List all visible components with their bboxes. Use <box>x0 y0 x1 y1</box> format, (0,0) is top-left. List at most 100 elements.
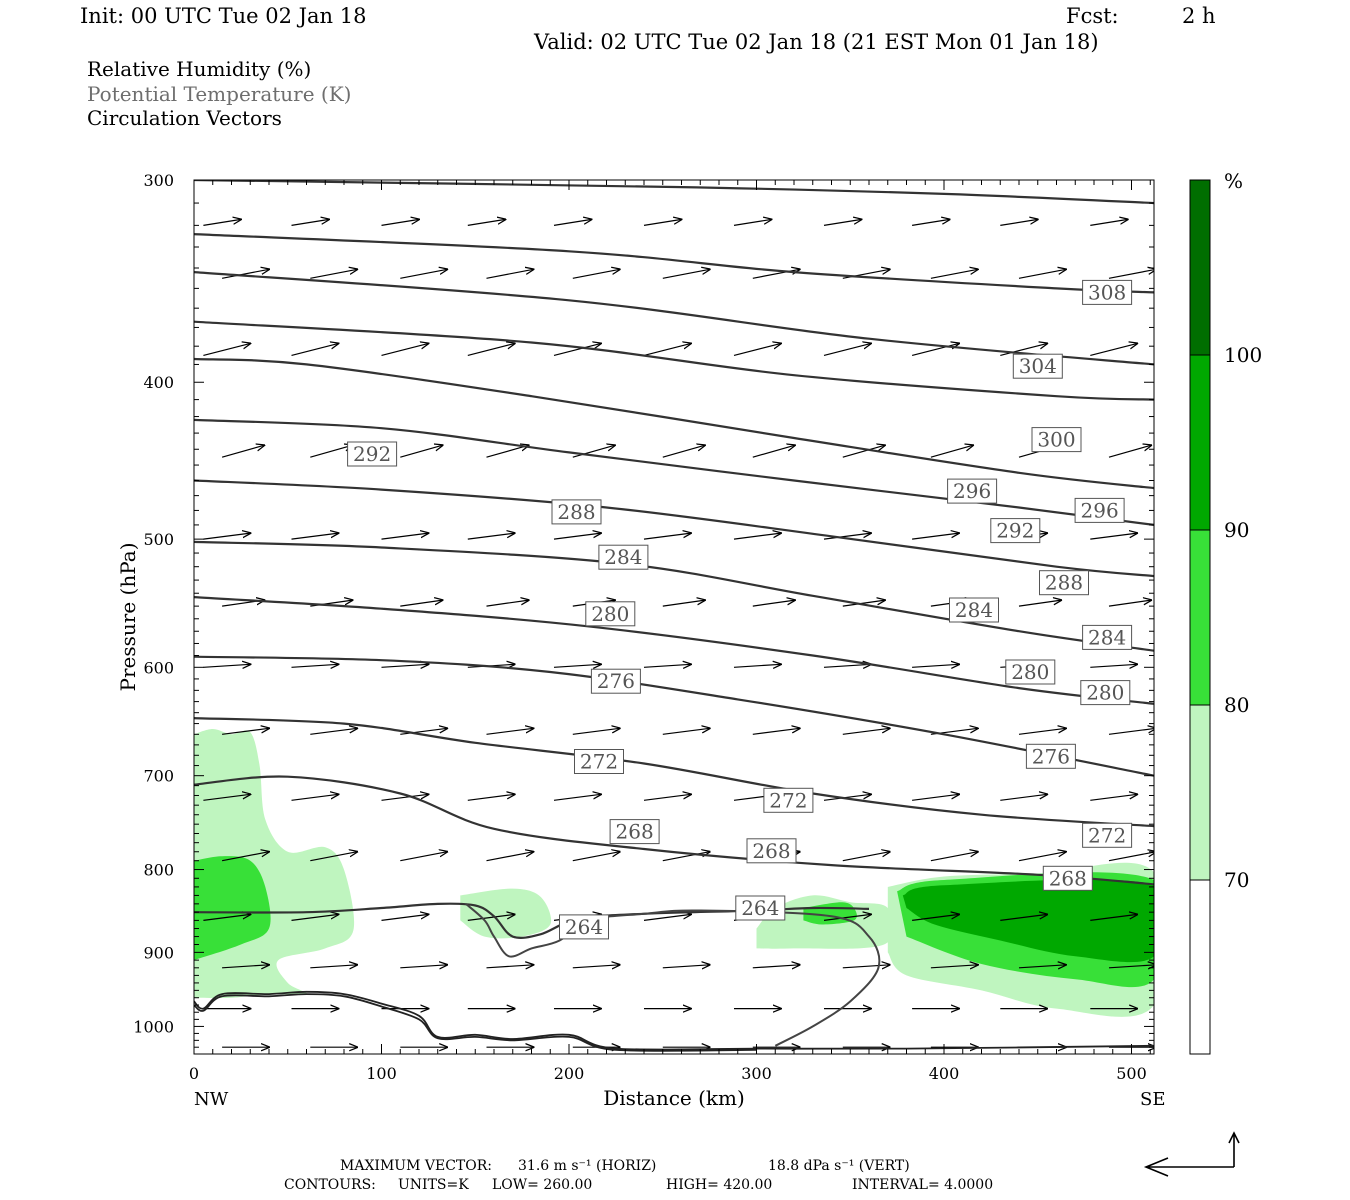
contour-label: 308 <box>1082 279 1133 305</box>
vector-arrow <box>400 445 442 458</box>
vector-arrow <box>467 794 515 801</box>
y-tick-label: 800 <box>143 861 174 880</box>
contour-label-box <box>1031 427 1082 453</box>
contour-label: 272 <box>1082 822 1133 848</box>
contour-label-box <box>1012 353 1063 379</box>
vector-arrow <box>752 965 800 968</box>
contour-label-box <box>590 668 641 694</box>
contour-label: 272 <box>763 787 814 813</box>
vector-arrow <box>572 728 620 735</box>
vector-arrow <box>222 965 269 968</box>
contour-label-text: 304 <box>1019 354 1057 378</box>
vector-arrow <box>662 269 710 279</box>
theta-contour-308 <box>194 180 1154 205</box>
contour-label-text: 268 <box>1049 866 1087 890</box>
colorbar-level-label: 90 <box>1224 518 1249 542</box>
colorbar-band-1 <box>1189 354 1211 531</box>
vector-arrow <box>486 269 534 279</box>
y-tick-label: 500 <box>143 530 174 549</box>
contour-label-box <box>1039 570 1089 596</box>
vector-arrow <box>221 852 269 862</box>
contour-label: 304 <box>1012 353 1063 379</box>
vector-arrow <box>912 219 950 226</box>
vector-arrow <box>662 965 710 968</box>
colorbar-level-label: 100 <box>1224 343 1262 367</box>
vector-arrow <box>643 914 691 921</box>
footer-max-vector-horiz: 31.6 m s⁻¹ (HORIZ) <box>518 1158 657 1174</box>
forecast-label: Fcst: <box>1066 4 1119 28</box>
reference-vector <box>1143 1131 1240 1177</box>
contour-label-box <box>746 838 797 864</box>
contour-label-box <box>735 895 786 921</box>
vector-arrow <box>291 664 339 667</box>
vector-arrow <box>291 914 339 921</box>
y-tick-label: 600 <box>143 658 174 677</box>
vector-arrow <box>291 343 339 356</box>
vector-arrow <box>310 852 357 862</box>
vector-arrow <box>203 794 250 801</box>
vector-arrow <box>930 269 978 279</box>
vector-arrow <box>912 664 959 667</box>
vector-arrow <box>643 343 691 356</box>
vector-arrow <box>553 794 601 801</box>
vector-arrow <box>1018 600 1061 607</box>
vector-arrow <box>733 343 781 356</box>
vector-arrow <box>823 664 871 667</box>
boundary-contour <box>465 903 881 1047</box>
contour-label-box <box>1082 624 1133 650</box>
theta-contour-288 <box>194 479 1154 578</box>
vector-arrow <box>1108 965 1154 968</box>
theta-contour-284 <box>194 540 1154 652</box>
vector-arrow <box>1000 794 1047 801</box>
x-tick-label: 100 <box>366 1064 397 1083</box>
y-tick-label: 300 <box>143 171 174 190</box>
contour-label-box <box>1005 659 1056 685</box>
colorbar-band-0 <box>1189 179 1211 356</box>
contour-label-box <box>559 914 609 940</box>
contour-label: 280 <box>585 601 636 627</box>
contour-label: 300 <box>1031 427 1082 453</box>
theta-contour-300 <box>194 320 1154 401</box>
reference-vector-horiz <box>1143 1157 1234 1177</box>
vector-arrow <box>1108 852 1154 862</box>
vector-arrow <box>1108 269 1154 279</box>
contour-label-text: 292 <box>996 519 1034 543</box>
vector-arrow <box>291 794 339 801</box>
colorbar-band-4 <box>1189 879 1211 1055</box>
vector-arrow <box>221 269 269 279</box>
x-tick-label: 0 <box>189 1064 199 1083</box>
vector-arrow <box>733 533 781 540</box>
vector-arrow <box>381 914 429 921</box>
vector-arrow <box>662 852 710 862</box>
vector-arrow <box>643 794 691 801</box>
vector-arrow <box>823 914 871 921</box>
footer-high: HIGH= 420.00 <box>666 1177 773 1193</box>
vector-arrow <box>1090 794 1137 801</box>
contour-label: 296 <box>947 478 998 504</box>
init-time: Init: 00 UTC Tue 02 Jan 18 <box>80 4 367 28</box>
contour-label-box <box>551 499 602 525</box>
colorbar-band-2 <box>1189 529 1211 706</box>
vector-arrow <box>486 852 534 862</box>
vector-arrow <box>1018 852 1066 862</box>
vector-arrow <box>553 343 601 356</box>
vector-arrow <box>823 343 871 356</box>
vector-arrow <box>842 728 890 735</box>
vector-arrow <box>733 664 781 667</box>
vector-arrow <box>1000 914 1047 921</box>
vector-arrow <box>842 445 885 458</box>
vector-arrow <box>1090 914 1137 921</box>
colorbar-level-label: 70 <box>1224 868 1249 892</box>
theta-contour-272 <box>194 717 1154 828</box>
vector-arrow <box>643 664 691 667</box>
rh-region-90-100-7 <box>902 879 1154 963</box>
vector-arrow <box>1000 219 1038 226</box>
contour-label: 276 <box>1025 743 1076 769</box>
colorbar: 70 80 90 100 <box>1189 179 1262 1055</box>
vector-arrow <box>572 445 615 458</box>
contour-label-text: 272 <box>1088 823 1126 847</box>
contour-label-text: 292 <box>353 442 391 466</box>
vector-arrow <box>572 852 620 862</box>
vector-arrow <box>381 794 429 801</box>
